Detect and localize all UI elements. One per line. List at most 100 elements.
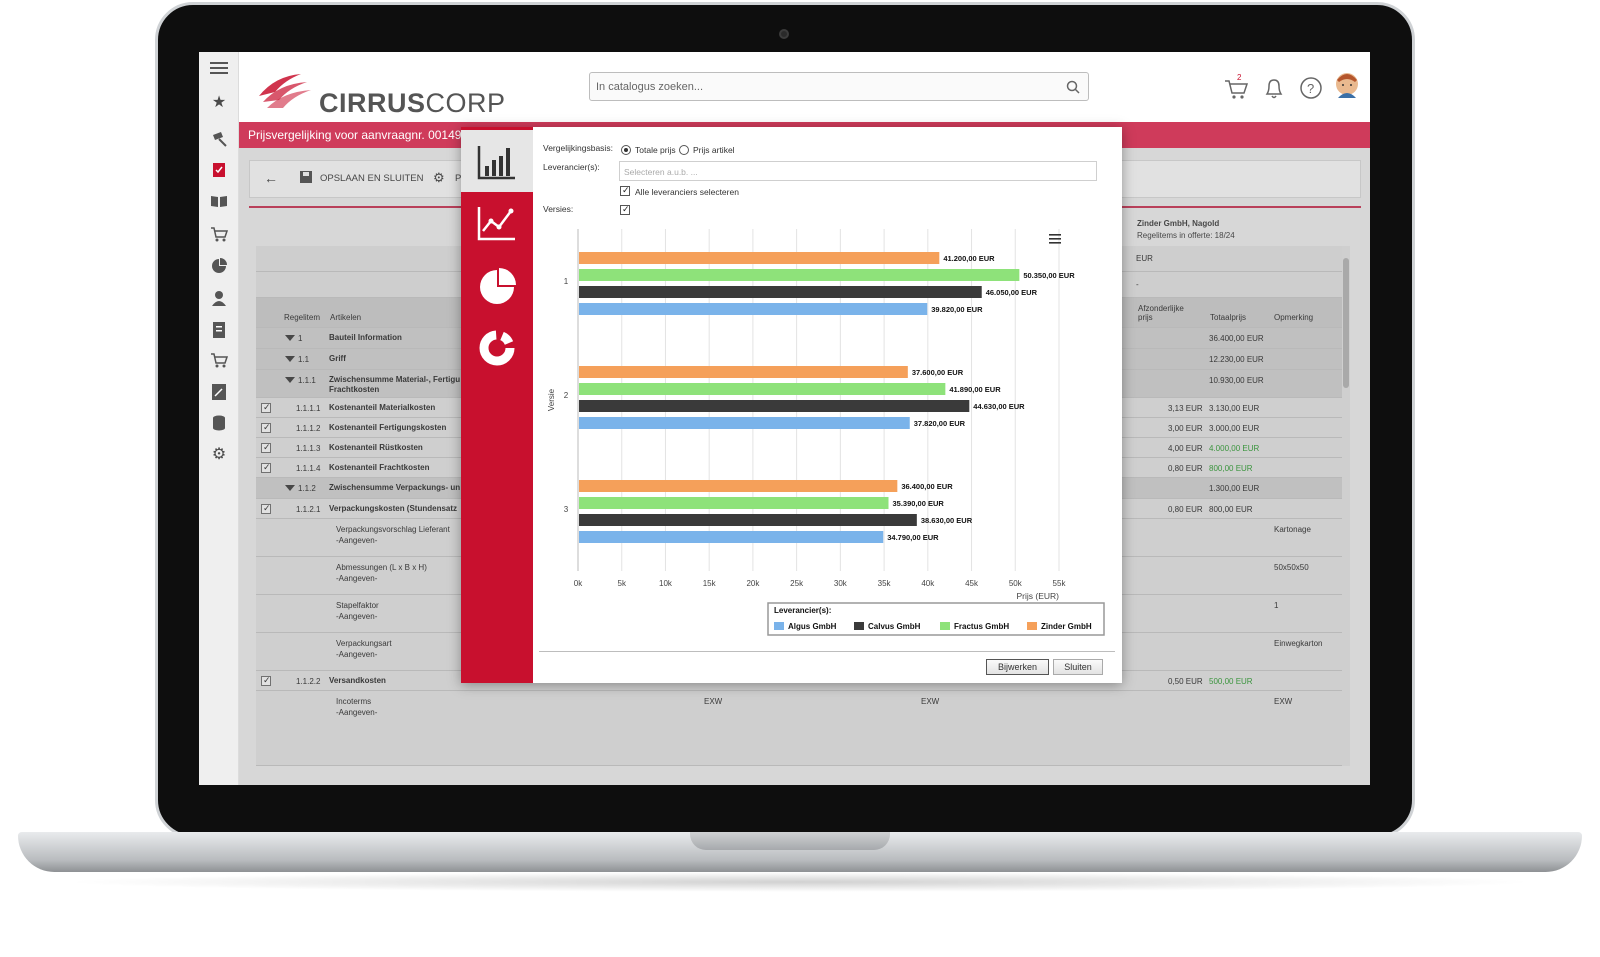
x-tick-label: 40k [921, 579, 935, 588]
top-bar: CIRRUSCORP 2 ? [239, 52, 1370, 122]
radio-total-price[interactable] [621, 145, 631, 155]
gear-icon[interactable]: ⚙ [211, 446, 227, 463]
settings-button[interactable]: PI [455, 173, 464, 184]
star-icon[interactable]: ★ [211, 94, 227, 111]
table-scrollbar[interactable] [1342, 246, 1350, 766]
gavel-icon[interactable] [209, 130, 229, 148]
suppliers-select-input[interactable] [624, 165, 1084, 178]
database-icon[interactable] [209, 415, 229, 433]
row-total-price: 800,00 EUR [1209, 464, 1253, 473]
save-icon[interactable] [300, 171, 312, 186]
search-input[interactable] [596, 78, 1036, 96]
chart-type-sidebar [461, 127, 533, 683]
avatar[interactable] [1335, 72, 1359, 98]
x-tick-label: 25k [790, 579, 804, 588]
header-artikelen: Artikelen [330, 313, 362, 322]
tab-pie-chart[interactable] [461, 255, 533, 317]
svg-text:?: ? [1307, 81, 1314, 96]
x-tick-label: 45k [965, 579, 979, 588]
help-icon[interactable]: ? [1299, 76, 1323, 100]
row-article-name: Kostenanteil Fertigungskosten [329, 423, 447, 432]
row-article-name: Zwischensumme Material-, Fertigu [329, 375, 461, 384]
row-checkbox[interactable] [261, 422, 271, 433]
close-button[interactable]: Sluiten [1053, 659, 1103, 675]
row-checkbox[interactable] [261, 675, 271, 686]
catalog-search[interactable] [589, 72, 1089, 101]
back-arrow-icon[interactable]: ← [264, 170, 278, 186]
document-icon[interactable] [209, 162, 229, 180]
expand-triangle-icon[interactable] [285, 485, 295, 491]
bar [579, 252, 940, 264]
legend-item: Algus GmbH [788, 622, 837, 631]
table-row[interactable] [256, 691, 1342, 766]
price-comparison-chart: 0k 5k 10k 15k 20k 25k 30k 35k 40k 45k 50k 55k 1 41.20… [547, 229, 1105, 636]
x-tick-label: 20k [746, 579, 760, 588]
row-checkbox[interactable] [261, 442, 271, 453]
comparison-basis-label: Vergelijkingsbasis: [543, 143, 613, 153]
edit-document-icon[interactable] [209, 384, 229, 402]
bar [579, 400, 970, 412]
legend-item: Calvus GmbH [868, 622, 921, 631]
header-totaalprijs: Totaalprijs [1210, 313, 1247, 322]
row-number: 1.1.1.1 [296, 404, 321, 413]
book-icon[interactable] [209, 194, 229, 212]
radio-total-price-label: Totale prijs [635, 145, 676, 155]
report-icon[interactable] [209, 322, 229, 340]
row-number: 1 [298, 334, 303, 343]
search-icon[interactable] [1066, 80, 1080, 94]
bar-chart-icon [477, 146, 515, 180]
menu-icon[interactable] [209, 61, 229, 79]
cart-icon[interactable] [209, 226, 229, 244]
update-button[interactable]: Bijwerken [986, 659, 1049, 675]
line-chart-icon [477, 207, 515, 241]
save-and-close-button[interactable]: OPSLAAN EN SLUITEN [320, 173, 424, 184]
row-checkbox[interactable] [261, 402, 271, 413]
tab-bar-chart[interactable] [461, 130, 533, 192]
row-total-price: 500,00 EUR [1209, 677, 1253, 686]
expand-triangle-icon[interactable] [285, 377, 295, 383]
row-article-name: Versandkosten [329, 676, 386, 685]
tab-donut-chart[interactable] [461, 317, 533, 379]
row-number: 1.1.1 [298, 376, 316, 385]
bar-data-label: 38.630,00 EUR [921, 516, 973, 525]
cart-settings-icon[interactable] [209, 352, 229, 370]
row-number: 1.1 [298, 355, 310, 364]
select-all-checkbox[interactable] [620, 185, 630, 196]
row-checkbox[interactable] [261, 462, 271, 473]
row-total-price: 3.000,00 EUR [1209, 424, 1260, 433]
chart-modal: Vergelijkingsbasis: Totale prijs Prijs a… [461, 127, 1122, 683]
scrollbar-thumb[interactable] [1343, 258, 1349, 388]
row-article-name: Abmessungen (L x B x H) [336, 563, 427, 572]
row-article-name: Bauteil Information [329, 333, 402, 342]
row-note: EXW [1274, 697, 1293, 706]
user-icon[interactable] [209, 290, 229, 308]
y-tick-label: 1 [564, 277, 569, 286]
row-checkbox[interactable] [261, 503, 271, 514]
tab-line-chart[interactable] [461, 193, 533, 255]
legend-swatch [774, 622, 784, 630]
row-article-subtext: -Aangeven- [336, 574, 378, 583]
cart-count-badge: 2 [1237, 73, 1242, 82]
row-total-price: 12.230,00 EUR [1209, 355, 1264, 364]
bar [579, 286, 982, 298]
row-total-price: 10.930,00 EUR [1209, 376, 1264, 385]
logo[interactable]: CIRRUSCORP [255, 66, 505, 118]
suppliers-label: Leverancier(s): [543, 162, 600, 172]
suppliers-select[interactable] [619, 161, 1097, 181]
logo-text: CIRRUSCORP [319, 88, 506, 118]
row-number: 1.1.1.4 [296, 464, 321, 473]
row-article-name: Kostenanteil Frachtkosten [329, 463, 430, 472]
bar-data-label: 36.400,00 EUR [901, 482, 953, 491]
cart-icon[interactable]: 2 [1224, 73, 1249, 100]
versions-checkbox[interactable] [620, 204, 630, 215]
bar-data-label: 37.820,00 EUR [914, 419, 966, 428]
radio-article-price[interactable] [679, 145, 689, 155]
bell-icon[interactable] [1263, 76, 1287, 100]
expand-triangle-icon[interactable] [285, 335, 295, 341]
x-tick-label: 15k [703, 579, 717, 588]
row-article-subtext: -Aangeven- [336, 708, 378, 717]
expand-triangle-icon[interactable] [285, 356, 295, 362]
supplier-currency: EUR [1136, 254, 1153, 263]
settings-gear-icon[interactable]: ⚙ [433, 170, 445, 185]
pie-chart-icon[interactable] [209, 258, 229, 276]
